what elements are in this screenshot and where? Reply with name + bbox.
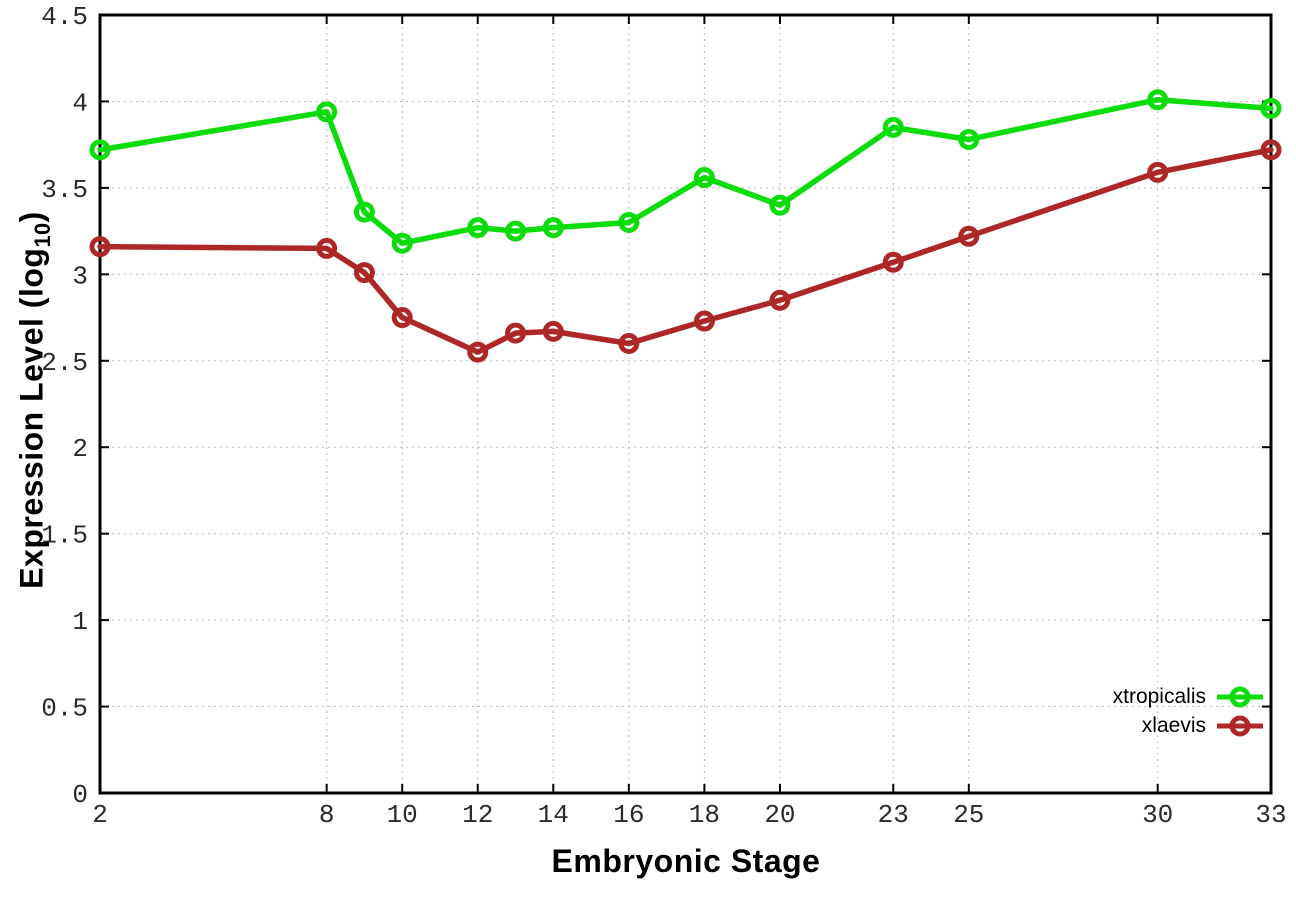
x-tick-label: 14 bbox=[538, 800, 569, 830]
data-point-xlaevis bbox=[618, 332, 640, 354]
data-point-xlaevis bbox=[391, 307, 413, 329]
x-tick-label: 10 bbox=[387, 800, 418, 830]
x-axis-title: Embryonic Stage bbox=[551, 843, 821, 879]
data-point-xlaevis bbox=[505, 322, 527, 344]
data-point-xtropicalis bbox=[958, 128, 980, 150]
data-point-xtropicalis bbox=[467, 217, 489, 239]
data-point-xlaevis bbox=[316, 237, 338, 259]
data-point-xtropicalis bbox=[1147, 89, 1169, 111]
data-point-xlaevis bbox=[467, 341, 489, 363]
y-axis-title-close: ) bbox=[13, 211, 50, 223]
x-tick-label: 8 bbox=[319, 800, 335, 830]
data-point-xlaevis bbox=[693, 310, 715, 332]
data-point-xtropicalis bbox=[316, 101, 338, 123]
legend: xtropicalis xlaevis bbox=[1113, 684, 1264, 739]
data-point-xlaevis bbox=[542, 320, 564, 342]
data-point-xtropicalis bbox=[1260, 97, 1282, 119]
data-point-xlaevis bbox=[89, 236, 111, 258]
data-point-xtropicalis bbox=[353, 201, 375, 223]
x-tick-label: 18 bbox=[689, 800, 720, 830]
x-tick-label: 30 bbox=[1142, 800, 1173, 830]
x-tick-label: 16 bbox=[613, 800, 644, 830]
x-tick-label: 23 bbox=[878, 800, 909, 830]
x-tick-label: 20 bbox=[764, 800, 795, 830]
series-line-xtropicalis bbox=[97, 96, 1274, 246]
data-point-xtropicalis bbox=[89, 139, 111, 161]
y-tick-label: 3.5 bbox=[41, 175, 88, 205]
x-tick-label: 33 bbox=[1255, 800, 1286, 830]
x-tick-label: 25 bbox=[953, 800, 984, 830]
x-tick-label: 2 bbox=[92, 800, 108, 830]
data-point-xtropicalis bbox=[693, 167, 715, 189]
y-tick-label: 0 bbox=[72, 780, 88, 810]
legend-sample-line-icon bbox=[1217, 686, 1263, 708]
x-tick-label: 12 bbox=[462, 800, 493, 830]
legend-label-xtropicalis: xtropicalis bbox=[1112, 685, 1206, 708]
data-point-xtropicalis bbox=[769, 194, 791, 216]
data-point-xlaevis bbox=[958, 225, 980, 247]
data-point-xlaevis bbox=[1260, 139, 1282, 161]
plot-border bbox=[98, 13, 1273, 795]
y-axis-title-text: Expression Level (log bbox=[13, 247, 50, 589]
y-tick-label: 2.5 bbox=[41, 348, 88, 378]
legend-entry-xtropicalis: xtropicalis bbox=[1113, 684, 1264, 710]
y-tick-label: 0.5 bbox=[41, 694, 88, 724]
series-line-xlaevis bbox=[97, 147, 1274, 355]
data-point-xlaevis bbox=[769, 289, 791, 311]
data-point-xtropicalis bbox=[505, 220, 527, 242]
legend-label-xlaevis: xlaevis bbox=[1141, 714, 1206, 737]
y-tick-label: 1.5 bbox=[41, 521, 88, 551]
y-axis-title: Expression Level (log10) bbox=[13, 211, 55, 589]
y-tick-label: 3 bbox=[72, 261, 88, 291]
data-point-xtropicalis bbox=[882, 116, 904, 138]
data-point-xlaevis bbox=[1147, 161, 1169, 183]
y-tick-label: 4 bbox=[72, 88, 88, 118]
data-point-xlaevis bbox=[353, 262, 375, 284]
y-axis-title-subscript: 10 bbox=[29, 222, 55, 248]
data-point-xtropicalis bbox=[618, 211, 640, 233]
y-tick-label: 2 bbox=[72, 434, 88, 464]
data-point-xtropicalis bbox=[542, 217, 564, 239]
legend-entry-xlaevis: xlaevis bbox=[1142, 713, 1264, 739]
y-tick-label: 1 bbox=[72, 607, 88, 637]
y-tick-label: 4.5 bbox=[41, 2, 88, 32]
data-point-xlaevis bbox=[882, 251, 904, 273]
data-point-xtropicalis bbox=[391, 232, 413, 254]
legend-sample-line-icon bbox=[1217, 715, 1263, 737]
